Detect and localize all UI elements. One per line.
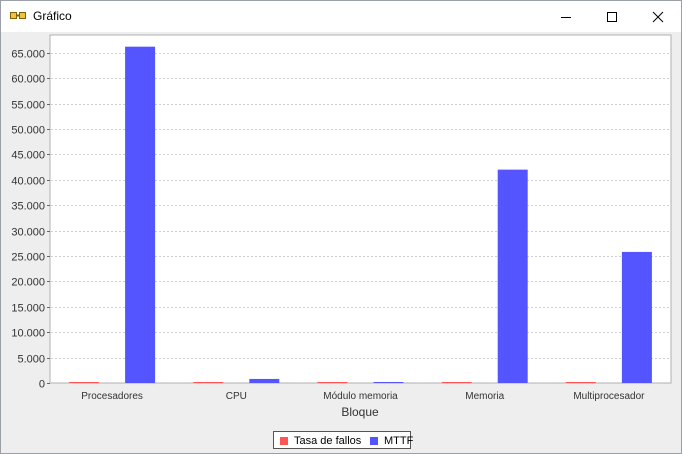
maximize-icon: [607, 12, 617, 22]
y-tick-label: 55.000: [11, 100, 45, 112]
x-tick-label: Módulo memoria: [323, 391, 398, 402]
y-tick-label: 35.000: [11, 201, 45, 213]
y-tick-label: 50.000: [11, 125, 45, 137]
window-title: Gráfico: [33, 9, 72, 23]
y-tick-label: 10.000: [11, 328, 45, 340]
bar-mttf-cpu: [249, 378, 280, 383]
maximize-button[interactable]: [589, 1, 635, 32]
y-tick-label: 40.000: [11, 176, 45, 188]
chart-panel: 0 5.000 10.000 15.000 20.000 25.000 30.000 35.0…: [1, 32, 681, 453]
close-button[interactable]: [635, 1, 681, 32]
gridlines: [51, 53, 670, 359]
close-icon: [652, 11, 664, 23]
y-tick-label: 30.000: [11, 227, 45, 239]
bar-tasa-de-fallos-multiprocesador: [565, 382, 596, 383]
legend-swatch-mttf: [370, 437, 378, 445]
x-axis: Procesadores CPU Módulo memoria Memoria Mult…: [81, 391, 645, 402]
y-tick-label: 0: [39, 379, 45, 391]
x-tick-label: Memoria: [465, 391, 504, 402]
y-tick-label: 25.000: [11, 252, 45, 264]
bar-tasa-de-fallos-memoria: [441, 382, 472, 383]
legend-swatch-tasa-de-fallos: [280, 437, 288, 445]
y-tick-label: 65.000: [11, 49, 45, 61]
y-axis: 0 5.000 10.000 15.000 20.000 25.000 30.000 35.0…: [11, 49, 50, 391]
y-tick-label: 15.000: [11, 303, 45, 315]
title-bar[interactable]: Gráfico: [1, 1, 681, 32]
bar-mttf-multiprocesador: [621, 251, 652, 383]
bar-tasa-de-fallos-procesadores: [69, 382, 100, 383]
legend-label-mttf: MTTF: [384, 435, 414, 447]
y-tick-label: 5.000: [17, 354, 45, 366]
x-tick-label: Procesadores: [81, 391, 143, 402]
legend-label-tasa-de-fallos: Tasa de fallos: [294, 435, 362, 447]
bar-mttf-memoria: [497, 169, 528, 383]
minimize-button[interactable]: [543, 1, 589, 32]
bar-mttf-modulo-memoria: [373, 382, 404, 383]
bar-chart: 0 5.000 10.000 15.000 20.000 25.000 30.000 35.0…: [11, 34, 672, 419]
x-axis-title: Bloque: [341, 405, 379, 419]
legend: Tasa de fallos MTTF: [273, 431, 414, 449]
y-tick-label: 60.000: [11, 74, 45, 86]
y-tick-label: 45.000: [11, 150, 45, 162]
x-tick-label: CPU: [226, 391, 247, 402]
bar-tasa-de-fallos-modulo-memoria: [317, 382, 348, 383]
y-tick-label: 20.000: [11, 277, 45, 289]
bar-mttf-procesadores: [125, 46, 156, 384]
x-tick-label: Multiprocesador: [573, 391, 645, 402]
bars: [69, 46, 652, 384]
chart-app-icon: [10, 12, 26, 19]
bar-tasa-de-fallos-cpu: [193, 382, 224, 383]
minimize-icon: [561, 17, 571, 18]
